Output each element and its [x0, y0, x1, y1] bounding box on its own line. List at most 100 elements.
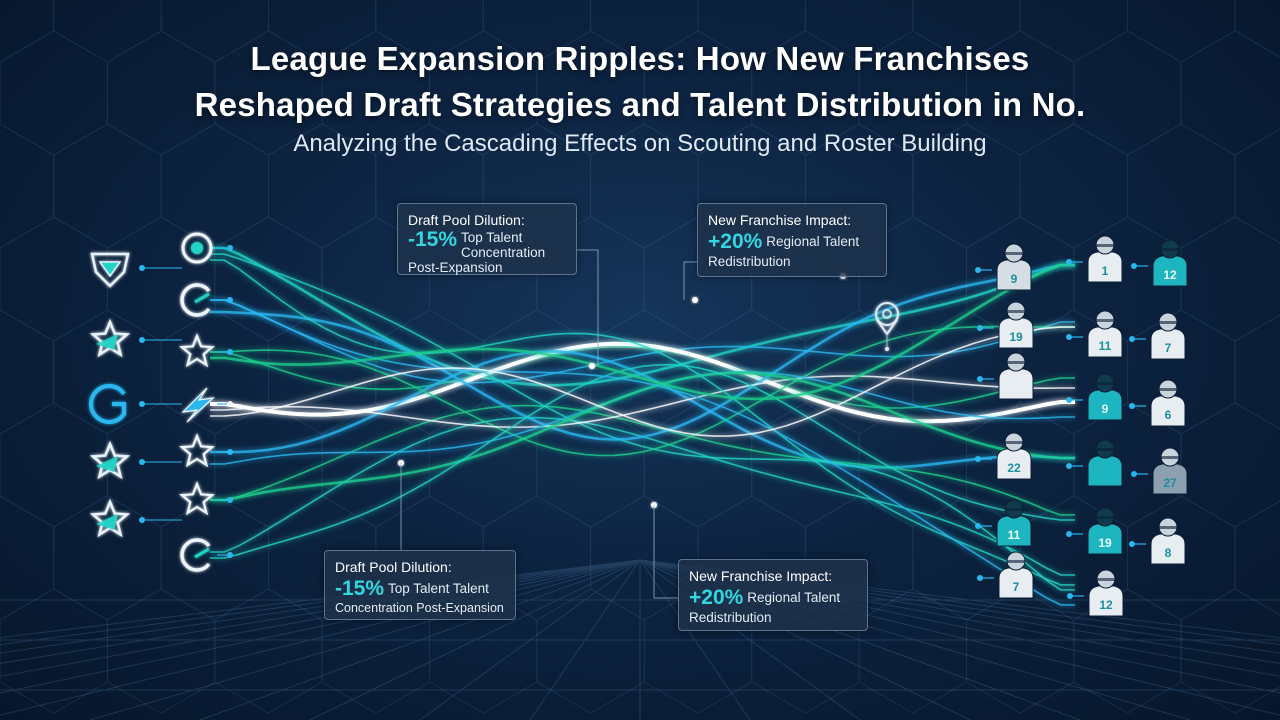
jersey-number: 9 — [1102, 402, 1109, 416]
callout-body-line: Redistribution — [708, 254, 791, 269]
player-jersey-icon: 12 — [1131, 239, 1188, 287]
hex-cell — [643, 30, 753, 156]
hex-cell — [912, 309, 1021, 435]
leader-line — [576, 249, 599, 366]
player-jersey-icon — [1066, 439, 1123, 487]
star-logo-icon — [179, 433, 215, 468]
callout-heading: New Franchise Impact: — [689, 568, 833, 584]
hex-cell — [697, 0, 806, 63]
player-jersey-icon: 11 — [1066, 310, 1123, 358]
hex-cell — [160, 309, 269, 435]
middle-logo-column — [179, 232, 233, 572]
hex-cell — [1180, 30, 1280, 156]
hex-cell — [536, 30, 645, 156]
floor-line — [199, 559, 641, 720]
callout-new-franchise-top: New Franchise Impact: +20% Regional Tale… — [697, 203, 887, 277]
flow-line — [210, 371, 1075, 502]
hex-cell — [214, 402, 323, 528]
hex-cell — [966, 402, 1075, 528]
callout-body-line: Redistribution — [689, 610, 772, 625]
hex-cell — [0, 402, 108, 528]
player-jersey-icon: 6 — [1129, 379, 1186, 427]
connector-dot — [1066, 463, 1072, 469]
player-jersey-icon: 7 — [977, 551, 1034, 599]
flow-line — [209, 263, 1076, 401]
player-jersey-icon — [977, 352, 1034, 400]
callout-new-franchise-bottom: New Franchise Impact: +20% Regional Tale… — [678, 559, 868, 631]
jersey-number: 8 — [1165, 546, 1172, 560]
callout-percent: +20% — [689, 586, 744, 609]
hex-cell — [1127, 309, 1236, 435]
junction-dot — [589, 363, 595, 369]
hex-cell — [1180, 402, 1280, 528]
connector-dot — [227, 449, 233, 455]
callout-body-line: Concentration Post-Expansion — [335, 601, 504, 615]
player-jersey-icon: 19 — [1066, 507, 1123, 555]
hex-cell — [53, 309, 162, 435]
hex-cell — [482, 0, 592, 63]
flow-line — [210, 404, 1075, 516]
hex-cell — [1019, 309, 1128, 435]
ring-logo-icon — [181, 232, 213, 264]
page-subtitle: Analyzing the Cascading Effects on Scout… — [293, 130, 987, 157]
connector-dot — [1129, 403, 1135, 409]
jersey-number: 12 — [1163, 268, 1177, 282]
hex-cell — [321, 216, 430, 342]
star-logo-icon — [89, 498, 131, 538]
flow-line — [210, 246, 1075, 387]
hex-cell — [268, 309, 377, 435]
hex-cell — [0, 30, 108, 156]
callout-leaders — [400, 249, 697, 599]
jersey-number: 9 — [1011, 272, 1018, 286]
connector-dot — [139, 337, 145, 343]
jersey-number: 7 — [1013, 580, 1020, 594]
hex-cell — [321, 30, 430, 156]
flow-line — [209, 253, 1076, 591]
connector-dot — [1066, 531, 1072, 537]
left-logo-column — [89, 252, 131, 538]
jersey-number: 11 — [1099, 339, 1112, 353]
jersey-number: 12 — [1099, 598, 1113, 612]
star-logo-icon — [179, 333, 215, 368]
flow-line — [210, 263, 1075, 441]
hex-cell — [0, 309, 55, 435]
hex-cell — [858, 30, 967, 156]
floor-line — [639, 559, 751, 720]
hex-cell — [0, 588, 108, 714]
star-logo-icon — [179, 481, 215, 516]
leader-line — [653, 505, 678, 599]
g-logo-icon — [89, 384, 126, 424]
bolt-logo-icon — [181, 387, 215, 423]
c-logo-icon — [180, 538, 211, 572]
connector-dot — [1066, 334, 1072, 340]
hex-cell — [1180, 216, 1280, 342]
connector-dot — [227, 297, 233, 303]
player-jersey-icon: 7 — [1129, 312, 1186, 360]
hex-cell — [1180, 588, 1280, 714]
connector-dot — [1129, 336, 1135, 342]
hex-cell — [268, 0, 377, 63]
callout-body-line: Post-Expansion — [408, 260, 503, 275]
hex-cell — [0, 495, 55, 621]
flow-line — [210, 325, 1075, 457]
player-jersey-icon: 9 — [1066, 373, 1123, 421]
hex-cell — [106, 588, 216, 714]
floor-line — [529, 559, 641, 720]
player-jersey-icon: 8 — [1129, 517, 1186, 565]
hex-cell — [1019, 0, 1128, 63]
callout-body-line: Regional Talent — [766, 234, 860, 249]
player-jersey-icon: 11 — [975, 499, 1032, 547]
player-columns: 9 1 12 19 11 7 9 6 22 27 11 19 8 7 12 — [975, 235, 1188, 617]
flow-line — [209, 299, 1076, 606]
page-title-line-2: Reshaped Draft Strategies and Talent Dis… — [194, 86, 1086, 123]
jersey-number: 6 — [1165, 408, 1172, 422]
hex-cell — [429, 402, 538, 528]
callout-body-line: Top Talent — [461, 230, 523, 245]
connector-dot — [1131, 471, 1137, 477]
flow-line — [210, 345, 1075, 409]
flow-line — [210, 363, 1075, 559]
flow-line — [209, 259, 1076, 586]
hex-cell — [1127, 495, 1236, 621]
jersey-number: 7 — [1165, 341, 1172, 355]
connector-dot — [139, 401, 145, 407]
